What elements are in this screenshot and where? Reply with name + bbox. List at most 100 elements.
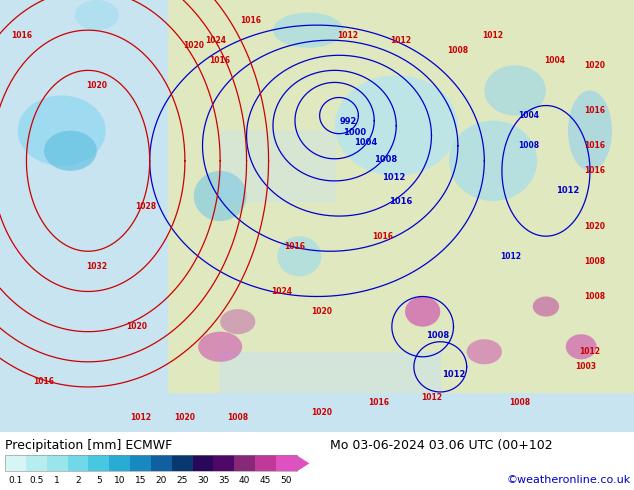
Ellipse shape [484, 65, 546, 116]
Text: 30: 30 [197, 476, 209, 485]
Text: 1008: 1008 [509, 397, 530, 407]
FancyBboxPatch shape [5, 455, 26, 471]
Text: 0.1: 0.1 [8, 476, 23, 485]
Text: 25: 25 [176, 476, 188, 485]
Ellipse shape [44, 131, 97, 171]
Ellipse shape [449, 121, 537, 201]
Text: 1016: 1016 [389, 197, 412, 206]
Ellipse shape [273, 13, 344, 48]
Text: 1020: 1020 [126, 322, 147, 331]
Text: 1000: 1000 [343, 127, 366, 137]
Text: 1008: 1008 [584, 292, 605, 301]
Text: 1008: 1008 [584, 257, 605, 266]
Text: 1020: 1020 [86, 81, 107, 90]
Text: 1016: 1016 [584, 141, 605, 150]
Text: 1024: 1024 [205, 36, 226, 45]
Text: 1012: 1012 [337, 31, 358, 40]
Text: 1020: 1020 [311, 307, 332, 316]
Text: 35: 35 [218, 476, 230, 485]
Text: 1016: 1016 [373, 232, 394, 241]
Text: 15: 15 [135, 476, 146, 485]
FancyBboxPatch shape [255, 455, 276, 471]
Text: 1004: 1004 [354, 138, 377, 147]
Text: 1020: 1020 [183, 41, 204, 49]
Text: 1028: 1028 [135, 201, 156, 211]
Ellipse shape [220, 309, 256, 334]
Text: 1016: 1016 [584, 167, 605, 175]
Text: 992: 992 [340, 117, 358, 125]
FancyBboxPatch shape [214, 455, 234, 471]
Text: 1020: 1020 [174, 413, 195, 421]
FancyBboxPatch shape [109, 455, 130, 471]
Ellipse shape [467, 339, 502, 365]
Polygon shape [220, 131, 335, 201]
Text: 2: 2 [75, 476, 81, 485]
Text: 1012: 1012 [131, 413, 152, 421]
Text: 1004: 1004 [544, 56, 566, 65]
FancyBboxPatch shape [26, 455, 47, 471]
Text: 1016: 1016 [34, 377, 55, 387]
Polygon shape [220, 352, 440, 432]
Text: Precipitation [mm] ECMWF: Precipitation [mm] ECMWF [5, 439, 172, 452]
Text: 1008: 1008 [427, 331, 450, 340]
Bar [5, 455, 297, 471]
Ellipse shape [75, 0, 119, 30]
Text: 1016: 1016 [368, 397, 389, 407]
Text: 45: 45 [260, 476, 271, 485]
Text: 1016: 1016 [584, 106, 605, 115]
Text: Mo 03-06-2024 03.06 UTC (00+102: Mo 03-06-2024 03.06 UTC (00+102 [330, 439, 552, 452]
Text: 1016: 1016 [210, 56, 231, 65]
Text: 1008: 1008 [373, 155, 397, 164]
Text: 20: 20 [155, 476, 167, 485]
Text: 1020: 1020 [311, 408, 332, 416]
Text: 1012: 1012 [579, 347, 600, 356]
Text: 1012: 1012 [556, 186, 579, 195]
Text: 1016: 1016 [11, 31, 32, 40]
Text: 1012: 1012 [390, 36, 411, 45]
Text: 1032: 1032 [86, 262, 107, 271]
FancyBboxPatch shape [47, 455, 68, 471]
Text: 1016: 1016 [285, 242, 306, 251]
FancyBboxPatch shape [130, 455, 151, 471]
Text: 50: 50 [281, 476, 292, 485]
Polygon shape [167, 0, 634, 392]
Ellipse shape [277, 236, 321, 276]
Text: 1020: 1020 [584, 221, 605, 231]
Ellipse shape [533, 296, 559, 317]
Ellipse shape [18, 96, 106, 166]
Text: 1016: 1016 [240, 16, 261, 24]
Text: 1: 1 [55, 476, 60, 485]
Ellipse shape [568, 91, 612, 171]
Text: 1012: 1012 [382, 173, 406, 182]
Text: 1012: 1012 [500, 252, 521, 261]
FancyBboxPatch shape [68, 455, 88, 471]
Text: 40: 40 [239, 476, 250, 485]
Text: 5: 5 [96, 476, 101, 485]
FancyBboxPatch shape [88, 455, 109, 471]
Ellipse shape [198, 332, 242, 362]
FancyBboxPatch shape [234, 455, 255, 471]
Text: 1024: 1024 [271, 287, 292, 296]
FancyBboxPatch shape [276, 455, 297, 471]
Polygon shape [0, 0, 167, 432]
Ellipse shape [566, 334, 597, 359]
Text: 1004: 1004 [518, 111, 539, 120]
Ellipse shape [335, 75, 458, 176]
Text: 1003: 1003 [575, 362, 596, 371]
Polygon shape [297, 455, 309, 471]
Text: 1008: 1008 [227, 413, 249, 421]
FancyBboxPatch shape [151, 455, 172, 471]
Text: 1008: 1008 [448, 46, 469, 55]
Text: 1012: 1012 [442, 370, 465, 379]
FancyBboxPatch shape [193, 455, 214, 471]
FancyBboxPatch shape [172, 455, 193, 471]
Text: 1020: 1020 [584, 61, 605, 70]
Text: 1008: 1008 [518, 141, 539, 150]
Text: 0.5: 0.5 [29, 476, 44, 485]
Ellipse shape [194, 171, 247, 221]
Text: ©weatheronline.co.uk: ©weatheronline.co.uk [507, 475, 631, 486]
Ellipse shape [405, 296, 440, 327]
Text: 1012: 1012 [482, 31, 503, 40]
Text: 10: 10 [114, 476, 126, 485]
Text: 1012: 1012 [421, 392, 442, 401]
